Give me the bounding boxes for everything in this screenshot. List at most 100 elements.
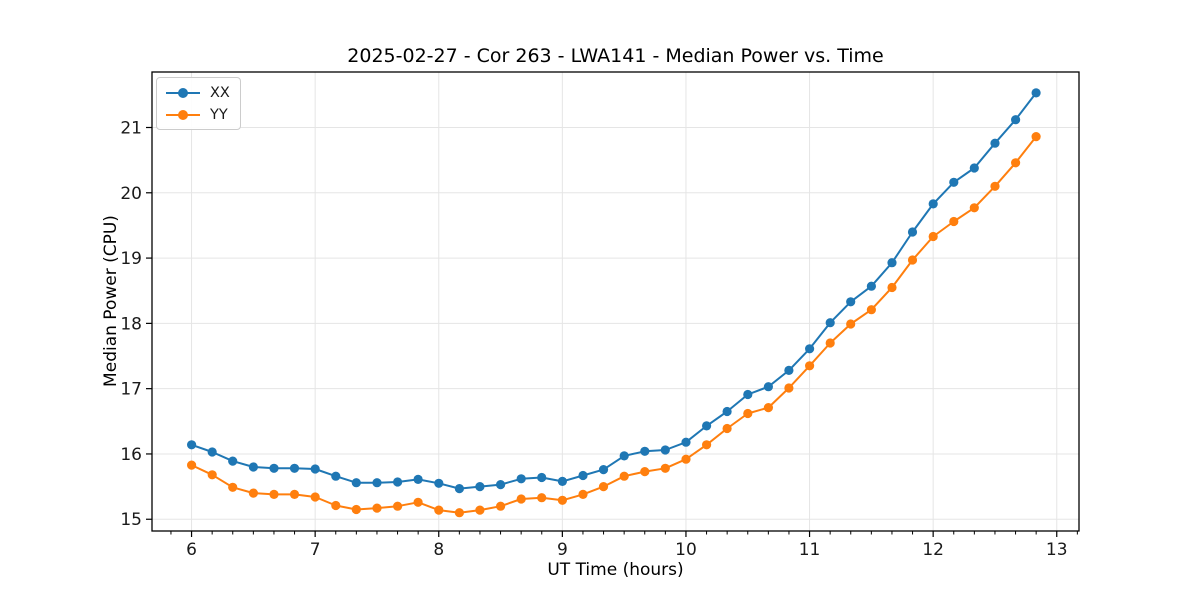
series-XX-marker — [228, 456, 238, 466]
series-YY-marker — [702, 440, 712, 450]
y-tick-label-21: 21 — [120, 118, 142, 138]
x-tick-label-12: 12 — [922, 540, 944, 560]
series-YY-marker — [722, 423, 732, 434]
y-tick-label-20: 20 — [120, 184, 142, 204]
series-YY-marker — [351, 504, 361, 515]
x-tick-label-10: 10 — [675, 540, 697, 560]
legend-line-marker-icon — [166, 87, 200, 98]
y-tick-label-17: 17 — [120, 380, 142, 400]
series-XX-marker — [434, 478, 444, 488]
y-tick-label-16: 16 — [120, 445, 142, 465]
series-XX-marker — [1011, 115, 1021, 125]
legend: XX YY — [156, 77, 241, 130]
series-YY-marker — [990, 181, 1000, 191]
x-tick-label-7: 7 — [310, 540, 321, 560]
y-tick-label-15: 15 — [120, 510, 142, 530]
series-YY-marker — [1011, 158, 1021, 168]
series-XX-marker — [557, 476, 568, 486]
series-XX-marker — [784, 365, 794, 375]
series-YY-marker — [598, 482, 609, 492]
series-YY-marker — [496, 501, 506, 511]
x-tick-label-13: 13 — [1046, 540, 1068, 560]
series-YY-marker — [475, 505, 485, 515]
series-XX-marker — [598, 465, 609, 475]
series-YY-marker — [434, 505, 444, 515]
series-XX-marker — [702, 421, 712, 431]
series-YY-marker — [557, 495, 568, 505]
series-XX-marker — [887, 258, 897, 268]
series-XX-marker — [310, 464, 320, 474]
series-XX-marker — [269, 463, 279, 473]
x-tick-label-9: 9 — [557, 540, 568, 560]
series-XX-marker — [393, 477, 403, 487]
series-XX-marker — [454, 484, 464, 494]
series-XX-marker — [537, 472, 547, 483]
series-YY-marker — [619, 471, 629, 481]
series-XX-marker — [928, 199, 938, 209]
series-XX-marker — [969, 163, 979, 173]
x-tick-label-6: 6 — [186, 540, 197, 560]
series-XX-marker — [640, 446, 650, 456]
series-XX-marker — [722, 406, 732, 417]
series-YY-marker — [1031, 132, 1041, 142]
series-YY-marker — [393, 501, 403, 511]
series-YY-marker — [187, 460, 197, 470]
series-XX-marker — [763, 382, 774, 392]
series-YY-marker — [887, 282, 897, 293]
series-YY-marker — [681, 454, 691, 464]
series-YY-marker — [763, 403, 774, 413]
series-XX-marker — [187, 440, 197, 450]
series-YY-marker — [516, 494, 526, 504]
series-YY-marker — [289, 489, 300, 499]
series-XX-marker — [866, 281, 877, 291]
series-YY-marker — [805, 361, 815, 371]
x-tick-label-11: 11 — [799, 540, 821, 560]
series-XX-marker — [660, 445, 670, 455]
series-YY-marker — [413, 497, 423, 507]
series-YY-marker — [949, 216, 959, 227]
series-YY-marker — [269, 489, 279, 499]
series-XX-line — [190, 91, 1038, 490]
y-axis-label: Median Power (CPU) — [101, 215, 121, 387]
legend-line-marker-icon — [166, 109, 200, 120]
chart-title: 2025-02-27 - Cor 263 - LWA141 - Median P… — [347, 45, 884, 67]
series-YY-marker — [454, 508, 464, 518]
y-tick-label-19: 19 — [120, 249, 142, 269]
series-XX-marker — [1031, 88, 1041, 98]
series-XX-marker — [990, 138, 1000, 148]
series-XX-marker — [907, 227, 918, 237]
series-XX-marker — [331, 471, 341, 481]
series-XX-marker — [516, 474, 526, 484]
series-YY-marker — [578, 489, 588, 499]
series-YY-marker — [825, 338, 835, 348]
series-XX-marker — [846, 297, 856, 307]
series-XX-marker — [743, 389, 753, 400]
series-XX-marker — [289, 463, 300, 473]
legend-label-xx: XX — [210, 84, 230, 101]
series-YY-marker — [784, 383, 794, 393]
series-XX-marker — [351, 478, 361, 488]
series-YY-marker — [331, 500, 341, 511]
series-XX-marker — [372, 478, 382, 488]
series-YY-marker — [207, 470, 217, 480]
series-YY-marker — [907, 255, 918, 265]
series-YY-marker — [310, 492, 320, 502]
series-YY-marker — [928, 231, 938, 242]
series-YY-marker — [846, 319, 856, 329]
series-XX-marker — [805, 344, 815, 354]
series-YY-marker — [537, 493, 547, 503]
series-YY-marker — [228, 482, 238, 492]
series-XX-marker — [578, 470, 588, 481]
series-XX-marker — [496, 480, 506, 490]
series-YY-marker — [640, 467, 650, 477]
legend-item-xx: XX — [165, 82, 230, 103]
series-XX-marker — [413, 474, 423, 484]
y-tick-label-18: 18 — [120, 314, 142, 334]
series-XX-marker — [681, 437, 691, 447]
series-YY-marker — [866, 305, 877, 315]
series-XX-marker — [949, 177, 959, 187]
series-YY-marker — [660, 463, 670, 473]
series-YY-marker — [248, 488, 258, 498]
x-tick-label-8: 8 — [433, 540, 444, 560]
